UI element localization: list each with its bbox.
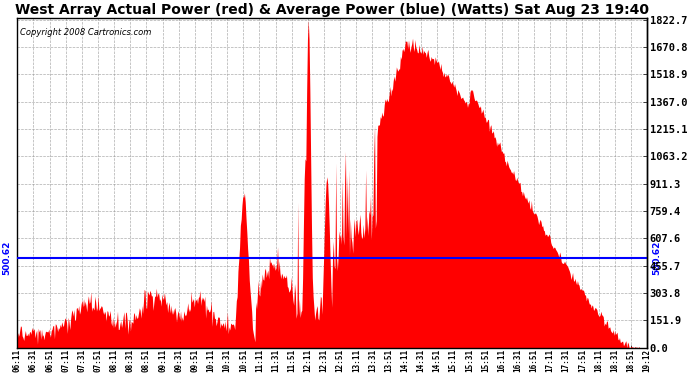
Text: 500.62: 500.62 [2, 240, 11, 275]
Text: 500.62: 500.62 [652, 240, 661, 275]
Text: Copyright 2008 Cartronics.com: Copyright 2008 Cartronics.com [21, 28, 152, 37]
Title: West Array Actual Power (red) & Average Power (blue) (Watts) Sat Aug 23 19:40: West Array Actual Power (red) & Average … [15, 3, 649, 17]
